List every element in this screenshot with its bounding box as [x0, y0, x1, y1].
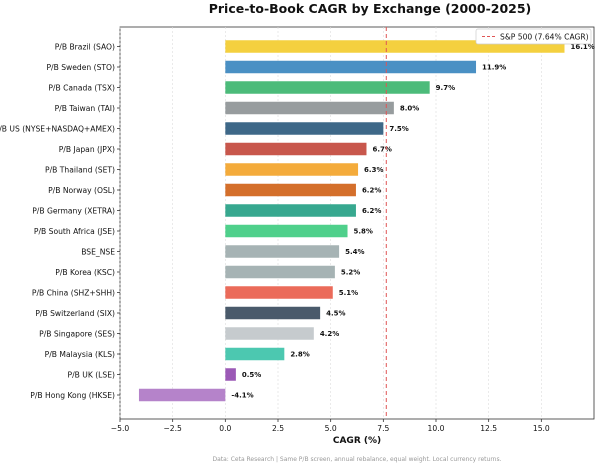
- category-label: P/B Taiwan (TAI): [55, 104, 115, 113]
- bar: [225, 286, 333, 299]
- bar: [225, 306, 321, 320]
- value-label: 16.1%: [571, 43, 595, 51]
- category-label: P/B Brazil (SAO): [55, 42, 115, 51]
- category-label: P/B Singapore (SES): [39, 329, 115, 338]
- bar: [225, 101, 394, 115]
- legend-box: [475, 28, 592, 45]
- x-tick-label: −2.5: [163, 424, 182, 433]
- bar: [225, 265, 335, 279]
- value-label: 4.2%: [320, 330, 339, 338]
- value-label: 6.2%: [362, 187, 381, 195]
- category-label: P/B Hong Kong (HKSE): [30, 391, 115, 400]
- bar: [225, 81, 430, 94]
- x-tick-label: 5.0: [325, 424, 337, 433]
- category-label: P/B Malaysia (KLS): [45, 350, 115, 359]
- value-label: 9.7%: [436, 84, 455, 92]
- value-label: 5.2%: [341, 269, 360, 277]
- bar: [138, 388, 226, 402]
- category-label: BSE_NSE: [81, 247, 115, 256]
- category-labels: P/B Brazil (SAO) P/B Sweden (STO) P/B Cana…: [0, 42, 120, 400]
- value-label: 11.9%: [482, 64, 506, 72]
- category-label: P/B UK (LSE): [68, 370, 116, 379]
- bar: [225, 347, 285, 361]
- bar: [225, 368, 236, 381]
- bar: [225, 245, 340, 258]
- x-tick-label: 0.0: [219, 424, 231, 433]
- category-label: P/B US (NYSE+NASDAQ+AMEX): [0, 124, 115, 133]
- bar: [225, 163, 359, 176]
- category-label: P/B Germany (XETRA): [32, 206, 115, 215]
- x-tick-label: 15.0: [533, 424, 550, 433]
- value-labels: 16.1% 11.9% 9.7% 8.0% 7.5% 6.7% 6.3% 6.2% 6.2% 5.…: [231, 43, 594, 400]
- x-tick-label: 12.5: [480, 424, 497, 433]
- value-label: 2.8%: [290, 351, 309, 359]
- x-tick-label: 10.0: [428, 424, 445, 433]
- bar: [225, 204, 356, 217]
- value-label: -4.1%: [231, 392, 253, 400]
- value-label: 5.1%: [339, 289, 358, 297]
- x-tick-label: 7.5: [377, 424, 389, 433]
- bar: [225, 142, 367, 156]
- value-label: 0.5%: [242, 371, 261, 379]
- x-tick-label: −5.0: [111, 424, 130, 433]
- category-label: P/B Korea (KSC): [55, 268, 115, 277]
- category-label: P/B South Africa (JSE): [34, 227, 115, 236]
- chart-title: Price-to-Book CAGR by Exchange (2000-202…: [209, 1, 532, 16]
- value-label: 6.7%: [372, 146, 391, 154]
- x-tick-label: 2.5: [272, 424, 284, 433]
- category-label: P/B Thailand (SET): [45, 165, 115, 174]
- bar: [225, 183, 356, 197]
- value-label: 5.4%: [345, 248, 364, 256]
- x-axis-ticks: −5.0 −2.5 0.0 2.5 5.0 7.5 10.0 12.5 15.0: [111, 419, 550, 433]
- value-label: 4.5%: [326, 310, 345, 318]
- category-label: P/B Switzerland (SIX): [35, 309, 115, 318]
- bar: [225, 122, 384, 135]
- value-label: 7.5%: [389, 125, 408, 133]
- value-label: 5.8%: [354, 228, 373, 236]
- category-label: P/B Japan (JPX): [59, 145, 115, 154]
- value-label: 6.2%: [362, 207, 381, 215]
- category-label: P/B Norway (OSL): [48, 186, 115, 195]
- bar: [225, 60, 477, 74]
- value-label: 8.0%: [400, 105, 419, 113]
- bar: [225, 327, 314, 340]
- category-label: P/B China (SHZ+SHH): [32, 288, 115, 297]
- x-axis-label: CAGR (%): [333, 436, 381, 446]
- bar: [225, 224, 348, 238]
- legend-entry: S&P 500 (7.64% CAGR): [500, 33, 589, 42]
- category-label: P/B Canada (TSX): [48, 83, 115, 92]
- value-label: 6.3%: [364, 166, 383, 174]
- category-label: P/B Sweden (STO): [46, 63, 115, 72]
- bars-group: [138, 40, 565, 402]
- footnote: Data: Ceta Research | Same P/B screen, a…: [212, 456, 501, 463]
- legend: S&P 500 (7.64% CAGR): [475, 28, 592, 45]
